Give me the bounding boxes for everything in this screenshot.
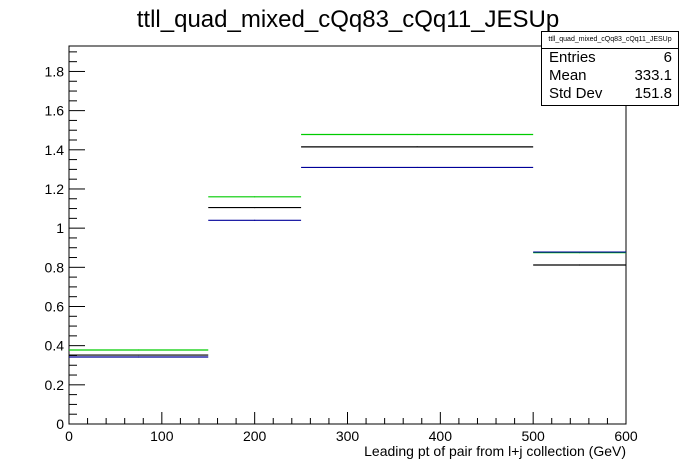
series-1-point-1 xyxy=(254,206,256,209)
histogram-series xyxy=(69,133,626,358)
stats-box-title: ttll_quad_mixed_cQq83_cQq11_JESUp xyxy=(542,36,678,49)
x-axis-label: Leading pt of pair from l+j collection (… xyxy=(364,443,626,459)
x-tick-label: 300 xyxy=(336,428,360,444)
series-0-point-2 xyxy=(416,133,418,136)
stats-label: Entries xyxy=(549,49,596,66)
series-2-point-1 xyxy=(254,219,256,221)
x-tick-label: 100 xyxy=(150,428,174,444)
series-1-point-2 xyxy=(416,146,418,148)
stats-label: Std Dev xyxy=(549,85,603,102)
x-tick-label: 500 xyxy=(521,428,545,444)
stats-label: Mean xyxy=(549,67,587,84)
stats-box: ttll_quad_mixed_cQq83_cQq11_JESUp Entrie… xyxy=(541,31,679,106)
y-tick-label: 0.8 xyxy=(45,259,65,275)
y-tick-label: 1 xyxy=(56,220,64,236)
y-tick-label: 0.2 xyxy=(45,377,65,393)
series-2-point-3 xyxy=(578,251,581,253)
stats-value: 151.8 xyxy=(634,85,672,102)
chart-title: ttll_quad_mixed_cQq83_cQq11_JESUp xyxy=(136,6,560,33)
y-tick-label: 0 xyxy=(56,416,64,432)
series-0-point-0 xyxy=(138,349,140,351)
stats-row-entries: Entries 6 xyxy=(542,49,678,67)
y-tick-label: 0.6 xyxy=(45,298,65,314)
y-tick-label: 1.8 xyxy=(45,63,65,79)
axes: 0 100 200 300 400 500 600 0 0.2 0.4 0.6 0.8 1 1.2 1.4 1… xyxy=(45,51,638,459)
y-tick-label: 0.4 xyxy=(45,338,65,354)
series-0-point-1 xyxy=(254,196,256,198)
x-tick-label: 0 xyxy=(65,428,73,444)
y-tick-label: 1.2 xyxy=(45,181,65,197)
series-2-point-0 xyxy=(138,356,140,358)
series-1-point-0 xyxy=(138,354,140,356)
stats-value: 6 xyxy=(663,49,672,66)
stats-value: 333.1 xyxy=(634,67,672,84)
y-tick-label: 1.4 xyxy=(45,142,65,158)
stats-row-stddev: Std Dev 151.8 xyxy=(542,85,678,103)
series-2-point-2 xyxy=(416,166,418,169)
stats-row-mean: Mean 333.1 xyxy=(542,67,678,85)
series-1-point-3 xyxy=(578,264,581,266)
x-tick-label: 600 xyxy=(614,428,638,444)
x-tick-label: 200 xyxy=(243,428,267,444)
y-tick-label: 1.6 xyxy=(45,103,65,119)
x-tick-label: 400 xyxy=(429,428,453,444)
